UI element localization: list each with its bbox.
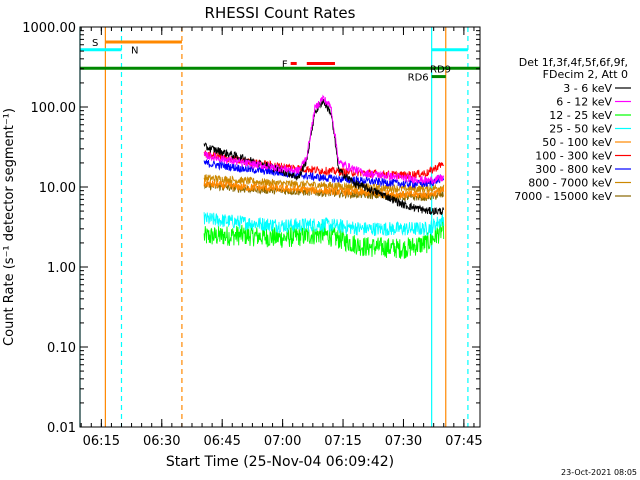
legend-label: 12 - 25 keV <box>549 109 612 122</box>
series-line <box>203 179 445 200</box>
x-tick-label: 07:15 <box>324 434 361 449</box>
flag-label: RD9 <box>430 64 451 75</box>
legend-header: FDecim 2, Att 0 <box>543 68 628 81</box>
x-axis-label: Start Time (25-Nov-04 06:09:42) <box>166 454 394 470</box>
y-axis: 0.01 0.10 1.00 10.00 100.00 1000.00 <box>22 21 480 436</box>
x-tick-label: 07:00 <box>264 434 301 449</box>
y-tick-label: 100.00 <box>31 101 77 116</box>
flag-label: S <box>92 38 98 49</box>
legend-label: 300 - 800 keV <box>535 163 612 176</box>
y-tick-label: 0.01 <box>47 421 76 436</box>
flag-label: N <box>131 46 138 57</box>
y-tick-label: 10.00 <box>39 181 76 196</box>
x-axis: 06:15 06:30 06:45 07:00 07:15 07:30 07:45 <box>80 27 483 449</box>
legend-label: 6 - 12 keV <box>556 96 612 109</box>
series-layer <box>203 94 445 259</box>
marker-layer <box>79 27 469 427</box>
legend: Det 1f,3f,4f,5f,6f,9f,FDecim 2, Att 03 -… <box>514 56 631 203</box>
series-line <box>203 212 445 237</box>
plot-frame <box>79 26 481 428</box>
legend-label: 7000 - 15000 keV <box>514 190 612 203</box>
legend-label: 25 - 50 keV <box>549 123 612 136</box>
y-tick-label: 0.10 <box>47 341 76 356</box>
x-tick-label: 06:15 <box>83 434 120 449</box>
legend-label: 100 - 300 keV <box>535 150 612 163</box>
flag-label: F <box>282 59 288 70</box>
series-line <box>203 159 445 189</box>
y-tick-label: 1.00 <box>47 261 76 276</box>
series-line <box>203 94 445 185</box>
y-axis-label: Count Rate (s⁻¹ detector segment⁻¹) <box>2 108 17 346</box>
y-tick-label: 1000.00 <box>22 21 76 36</box>
legend-header: Det 1f,3f,4f,5f,6f,9f, <box>519 56 628 69</box>
legend-label: 50 - 100 keV <box>542 136 612 149</box>
footer-timestamp: 23-Oct-2021 08:05 <box>561 468 637 477</box>
chart-title: RHESSI Count Rates <box>205 4 356 22</box>
x-tick-label: 07:30 <box>385 434 422 449</box>
legend-label: 3 - 6 keV <box>563 82 612 95</box>
x-tick-label: 07:45 <box>445 434 482 449</box>
legend-label: 800 - 7000 keV <box>528 177 612 190</box>
series-line <box>203 181 445 202</box>
x-tick-label: 06:45 <box>203 434 240 449</box>
flag-label: RD6 <box>408 73 429 84</box>
x-tick-label: 06:30 <box>143 434 180 449</box>
